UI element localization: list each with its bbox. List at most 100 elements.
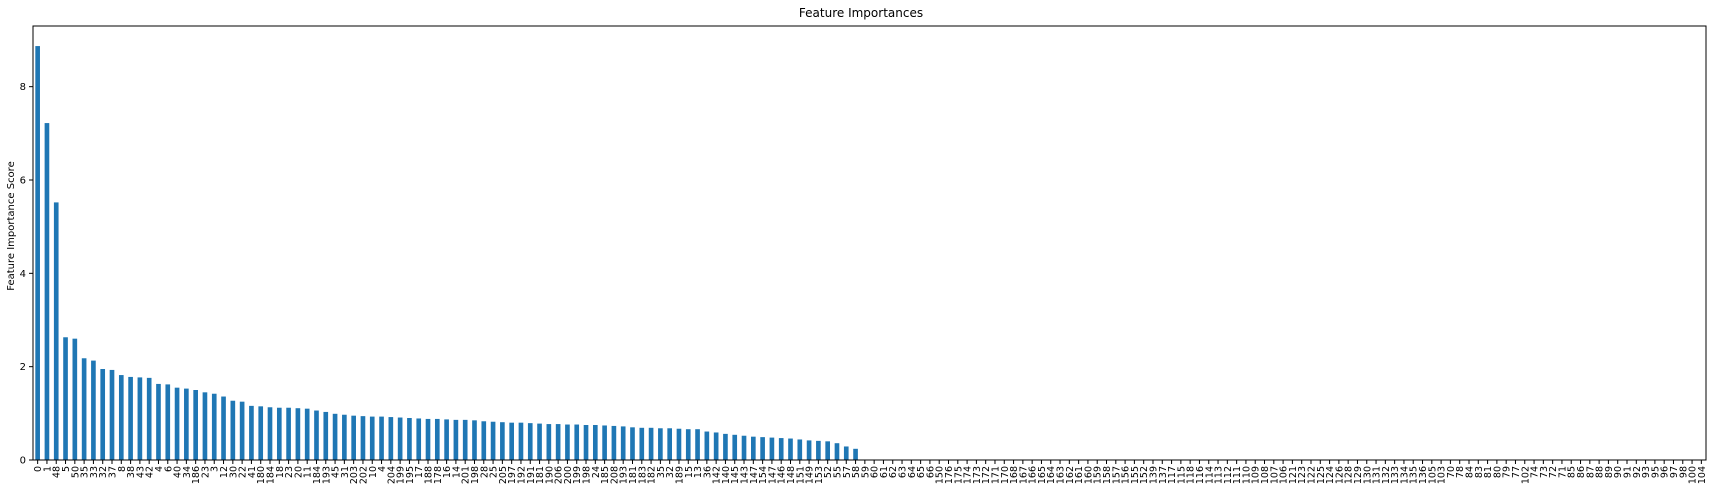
x-tick-label: 151 (795, 466, 806, 484)
x-tick-label: 175 (953, 466, 964, 484)
bar-184 (267, 407, 273, 460)
bar-153 (816, 440, 821, 460)
x-tick-label: 146 (777, 466, 788, 484)
bar-18 (276, 407, 282, 460)
bar-37 (109, 369, 115, 460)
x-tick-label: 11 (303, 466, 314, 478)
x-tick-label: 15 (684, 466, 695, 478)
bar-35 (658, 428, 663, 460)
x-tick-label: 149 (805, 466, 816, 484)
x-tick-label: 143 (740, 466, 751, 484)
x-tick-label: 165 (1037, 466, 1048, 484)
x-tick-label: 35 (656, 466, 667, 478)
x-tick-label: 197 (507, 466, 518, 484)
x-tick-label: 55 (832, 466, 843, 478)
x-tick-label: 28 (479, 466, 490, 478)
x-tick-label: 199 (396, 466, 407, 484)
x-tick-label: 156 (1121, 466, 1132, 484)
bar-181 (630, 427, 635, 460)
bar-202 (360, 416, 366, 460)
x-tick-label: 137 (1158, 466, 1169, 484)
bar-147 (751, 436, 756, 460)
bar-142 (713, 432, 719, 460)
x-tick-label: 93 (1641, 466, 1652, 478)
x-tick-label: 111 (1232, 466, 1243, 484)
x-tick-label: 18 (275, 466, 286, 478)
bar-192 (518, 422, 524, 460)
x-tick-label: 178 (433, 466, 444, 484)
x-tick-label: 176 (944, 466, 955, 484)
bar-5 (63, 337, 68, 460)
bar-52 (825, 441, 830, 460)
x-tick-label: 132 (1381, 466, 1392, 484)
bar-145 (732, 434, 738, 460)
bar-30 (230, 400, 236, 460)
x-tick-label: 113 (1214, 466, 1225, 484)
bar-151 (797, 439, 803, 460)
x-tick-label: 80 (1492, 466, 1503, 478)
x-tick-label: 170 (1000, 466, 1011, 484)
x-tick-label: 116 (1195, 466, 1206, 484)
x-tick-label: 184 (312, 466, 323, 484)
x-tick-label: 84 (1464, 466, 1475, 478)
bar-199 (574, 424, 580, 460)
bar-180 (258, 406, 264, 460)
bar-41 (249, 405, 254, 460)
x-tick-label: 91 (1623, 466, 1634, 478)
chart-title: Feature Importances (799, 6, 923, 20)
x-tick-label: 8 (117, 466, 128, 472)
bar-28 (481, 421, 487, 460)
x-tick-label: 98 (1678, 466, 1689, 478)
x-tick-label: 35 (80, 466, 91, 478)
x-tick-label: 199 (572, 466, 583, 484)
x-tick-label: 12 (219, 466, 230, 478)
x-tick-label: 6 (163, 466, 174, 472)
x-tick-label: 88 (1595, 466, 1606, 478)
x-tick-label: 162 (1065, 466, 1076, 484)
x-tick-label: 193 (619, 466, 630, 484)
x-tick-label: 123 (1297, 466, 1308, 484)
bar-149 (806, 440, 812, 460)
x-tick-label: 115 (1176, 466, 1187, 484)
x-tick-label: 10 (368, 466, 379, 478)
x-tick-label: 147 (749, 466, 760, 484)
bar-11 (304, 408, 310, 460)
bar-193 (323, 411, 329, 460)
x-tick-label: 109 (1251, 466, 1262, 484)
bar-4 (156, 383, 161, 460)
x-tick-label: 97 (1669, 466, 1680, 478)
x-tick-label: 102 (1520, 466, 1531, 484)
x-tick-label: 92 (1632, 466, 1643, 478)
x-tick-label: 159 (1093, 466, 1104, 484)
x-tick-label: 42 (145, 466, 156, 478)
x-tick-label: 64 (907, 466, 918, 478)
bar-201 (462, 419, 468, 460)
x-tick-label: 118 (1186, 466, 1197, 484)
bar-140 (723, 433, 728, 460)
x-tick-label: 193 (321, 466, 332, 484)
x-tick-label: 87 (1585, 466, 1596, 478)
bar-25 (490, 421, 496, 460)
x-tick-label: 189 (674, 466, 685, 484)
x-tick-label: 31 (340, 466, 351, 478)
plot-frame (32, 25, 1707, 461)
bar-183 (639, 427, 645, 460)
x-tick-label: 206 (554, 466, 565, 484)
x-tick-label: 96 (1660, 466, 1671, 478)
x-tick-label: 4 (377, 466, 388, 472)
x-tick-label: 185 (600, 466, 611, 484)
x-tick-label: 180 (256, 466, 267, 484)
x-tick-label: 3 (210, 466, 221, 472)
x-tick-label: 100 (1688, 466, 1699, 484)
bar-55 (834, 443, 840, 460)
bar-57 (843, 446, 849, 460)
x-tick-label: 130 (1362, 466, 1373, 484)
x-tick-label: 23 (200, 466, 211, 478)
x-tick-label: 190 (544, 466, 555, 484)
x-tick-label: 117 (1167, 466, 1178, 484)
x-tick-label: 110 (1241, 466, 1252, 484)
x-tick-label: 79 (1502, 466, 1513, 478)
bar-199 (397, 417, 403, 460)
bar-23 (202, 392, 208, 460)
